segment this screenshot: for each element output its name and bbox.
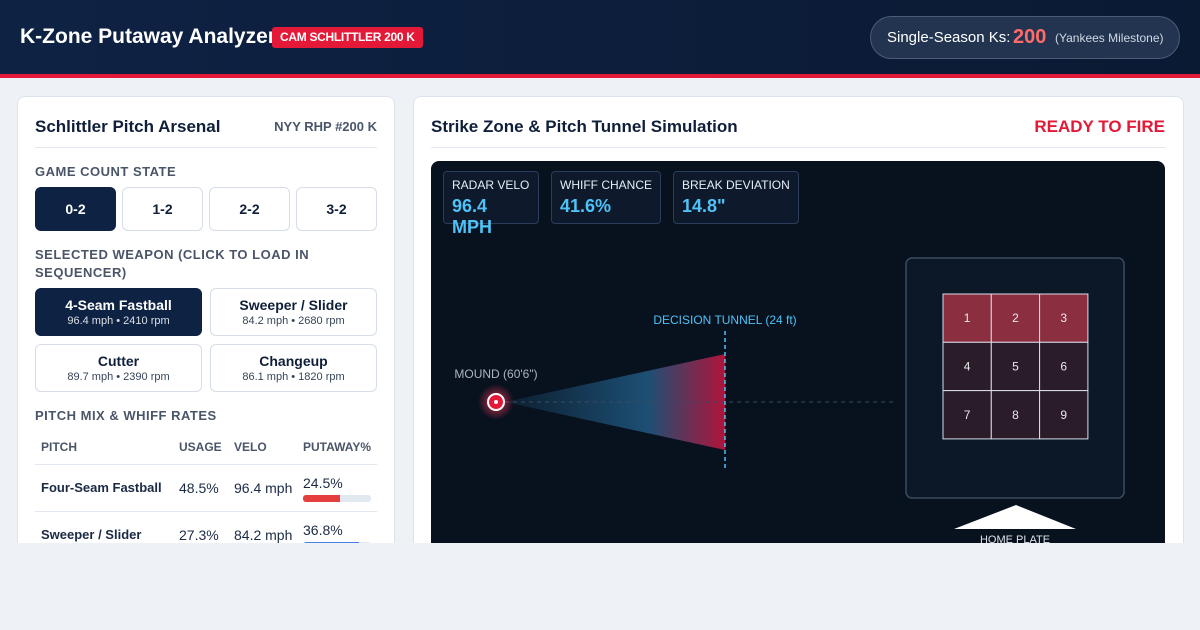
header: K-Zone Putaway Analyzer CAM SCHLITTLER 2… [0, 0, 1200, 74]
count-button[interactable]: 3-2 [296, 187, 377, 231]
putaway-track [303, 542, 371, 543]
sim-canvas: DECISION TUNNEL (24 ft) MOUND (60'6") 1 2… [431, 161, 1165, 543]
table-cell: 27.3% [179, 527, 219, 543]
zone-cell[interactable] [1039, 293, 1089, 343]
weapon-button[interactable]: Sweeper / Slider 84.2 mph • 2680 rpm [210, 288, 377, 336]
tunnel-label: DECISION TUNNEL (24 ft) [653, 313, 796, 327]
tunnel-cone [505, 354, 725, 450]
table-cell: Sweeper / Slider [41, 527, 142, 542]
home-plate [954, 505, 1076, 529]
plate-label: HOME PLATE [980, 534, 1050, 543]
weapon-name: Cutter [97, 353, 140, 369]
table-cell: 96.4 mph [234, 480, 293, 496]
section-label: PITCH MIX & WHIFF RATES [35, 408, 217, 423]
table-cell: 48.5% [179, 480, 219, 496]
metric-value: 41.6% [560, 196, 612, 216]
table-cell: Four-Seam Fastball [41, 480, 162, 495]
stat-note: (Yankees Milestone) [1055, 31, 1164, 45]
zone-label: 2 [1012, 311, 1019, 325]
weapon-name: 4-Seam Fastball [65, 297, 172, 313]
stat-value: 200 [1013, 26, 1047, 48]
metric-card: WHIFF CHANCE 41.6% [551, 171, 661, 224]
section-label: GAME COUNT STATE [35, 164, 177, 179]
table-rule [35, 511, 377, 512]
divider [431, 147, 1166, 148]
ball-core [494, 400, 498, 404]
metric-label: RADAR VELO [452, 178, 530, 192]
zone-label: 1 [964, 311, 971, 325]
badge: CAM SCHLITTLER 200 K [272, 27, 423, 48]
zone-label: 8 [1012, 408, 1019, 422]
metric-card: BREAK DEVIATION 14.8" [673, 171, 799, 224]
metric-label: BREAK DEVIATION [682, 178, 790, 192]
weapon-name: Sweeper / Slider [239, 297, 348, 313]
weapon-detail: 89.7 mph • 2390 rpm [67, 371, 170, 383]
count-button[interactable]: 2-2 [209, 187, 290, 231]
header-accent [0, 74, 1200, 78]
zone-cell[interactable] [1039, 390, 1089, 440]
count-button[interactable]: 1-2 [122, 187, 203, 231]
zone-label: 7 [964, 408, 971, 422]
weapon-button[interactable]: 4-Seam Fastball 96.4 mph • 2410 rpm [35, 288, 202, 336]
app-title: K-Zone Putaway Analyzer [20, 25, 276, 48]
zone-label: 9 [1060, 408, 1067, 422]
metric-label: WHIFF CHANCE [560, 178, 652, 192]
zone-label: 3 [1060, 311, 1067, 325]
zone-cell[interactable] [990, 390, 1041, 440]
section-label: SELECTED WEAPON (CLICK TO LOAD IN SEQUEN… [35, 247, 310, 280]
zone-grid: 1 2 3 4 5 6 7 8 9 [942, 293, 1089, 440]
putaway-track [303, 495, 371, 502]
stat-label: Single-Season Ks: [887, 29, 1011, 46]
weapon-button[interactable]: Cutter 89.7 mph • 2390 rpm [35, 344, 202, 392]
table-header: VELO [234, 440, 267, 454]
zone-label: 6 [1060, 359, 1067, 373]
table-cell: 36.8% [303, 522, 343, 538]
zone-label: 5 [1012, 359, 1019, 373]
weapon-button[interactable]: Changeup 86.1 mph • 1820 rpm [210, 344, 377, 392]
table-cell: 84.2 mph [234, 527, 293, 543]
metric-value: 14.8" [682, 196, 726, 216]
sim-drawing: DECISION TUNNEL (24 ft) MOUND (60'6") 1 2… [454, 257, 1125, 543]
panel-title: Strike Zone & Pitch Tunnel Simulation [431, 117, 738, 136]
simulation-panel: Strike Zone & Pitch Tunnel Simulation RE… [413, 96, 1184, 543]
table-cell: 24.5% [303, 475, 343, 491]
panel-title: Schlittler Pitch Arsenal [35, 117, 221, 136]
weapon-detail: 84.2 mph • 2680 rpm [242, 315, 345, 327]
viewport: K-Zone Putaway Analyzer CAM SCHLITTLER 2… [0, 0, 1200, 543]
table-header: PUTAWAY% [303, 440, 372, 454]
stat-pill: Single-Season Ks: 200 (Yankees Milestone… [870, 16, 1180, 59]
count-button[interactable]: 0-2 [35, 187, 116, 231]
putaway-bar [303, 542, 359, 543]
table-header: PITCH [41, 440, 77, 454]
table-header: USAGE [179, 440, 222, 454]
status: READY TO FIRE [1034, 117, 1165, 136]
zone-cell[interactable] [942, 390, 992, 440]
zone-cell[interactable] [942, 293, 992, 343]
arsenal-panel: Schlittler Pitch Arsenal NYY RHP #200 K … [17, 96, 395, 543]
zone-cell[interactable] [1039, 341, 1089, 392]
metric-card: RADAR VELO 96.4 MPH [443, 171, 539, 237]
divider [35, 147, 377, 148]
metric-value: 96.4 MPH [452, 196, 492, 237]
panel-tag: NYY RHP #200 K [274, 119, 377, 134]
table-rule [35, 464, 377, 465]
weapon-detail: 86.1 mph • 1820 rpm [242, 371, 345, 383]
zone-label: 4 [964, 359, 971, 373]
mound-label: MOUND (60'6") [454, 367, 537, 381]
putaway-bar [303, 495, 341, 502]
weapon-detail: 96.4 mph • 2410 rpm [67, 315, 170, 327]
weapon-name: Changeup [259, 353, 328, 369]
